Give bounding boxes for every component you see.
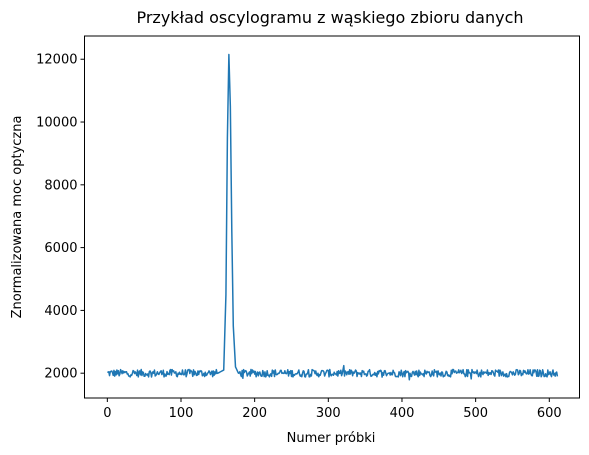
plot-frame — [84, 35, 580, 399]
y-axis-ticks: 2000 4000 6000 8000 10000 12000 — [36, 53, 85, 382]
x-tick-label: 600 — [537, 406, 562, 421]
x-tick-label: 300 — [316, 406, 341, 421]
y-tick-label: 8000 — [44, 178, 77, 193]
y-tick-label: 10000 — [36, 116, 77, 131]
y-tick-label: 12000 — [36, 53, 77, 68]
x-axis-ticks: 0 100 200 300 400 500 600 — [103, 398, 562, 421]
y-tick-label: 2000 — [44, 367, 77, 382]
series-group — [107, 53, 559, 381]
x-tick-label: 400 — [390, 406, 415, 421]
y-tick-label: 4000 — [44, 304, 77, 319]
x-axis-label: Numer próbki — [287, 431, 376, 446]
chart-title: Przykład oscylogramu z wąskiego zbioru d… — [136, 8, 523, 27]
x-tick-label: 500 — [463, 406, 488, 421]
y-tick-label: 6000 — [44, 241, 77, 256]
series-line — [107, 53, 559, 381]
x-tick-label: 100 — [169, 406, 194, 421]
x-tick-label: 200 — [242, 406, 267, 421]
x-tick-label: 0 — [103, 406, 111, 421]
y-axis-label: Znormalizowana moc optyczna — [10, 116, 25, 319]
